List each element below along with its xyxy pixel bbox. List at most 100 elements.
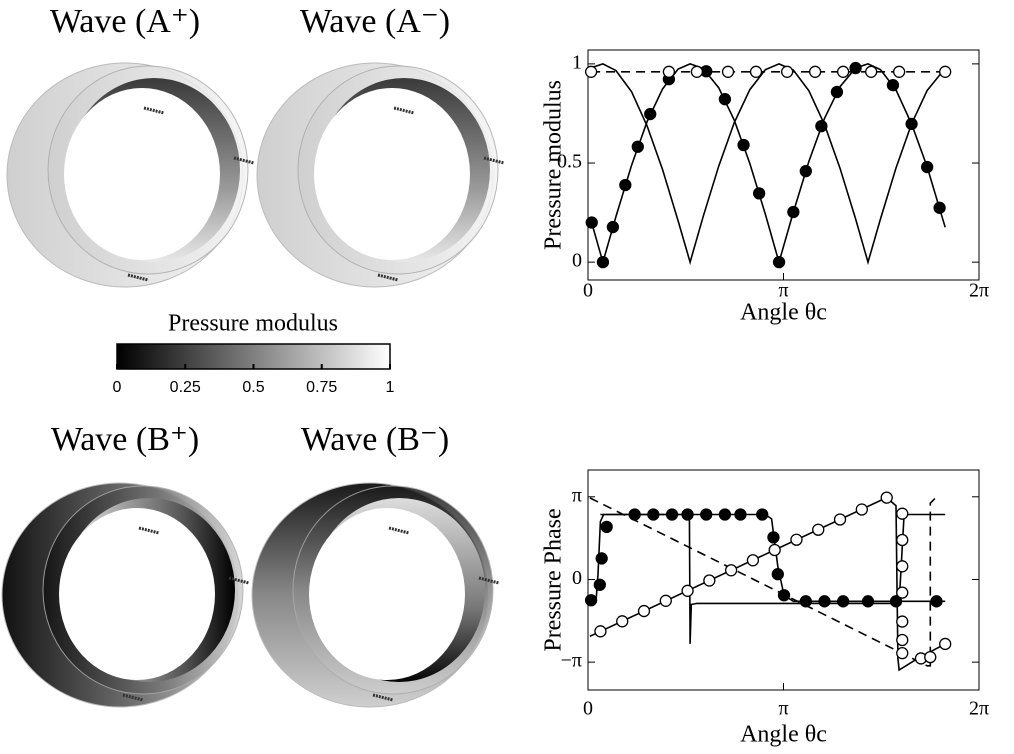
x-tick-label: 2π [969,698,989,720]
x-tick-label: 0 [583,698,593,720]
data-point [939,637,952,651]
ring [1,482,250,708]
data-point [818,595,831,608]
panel-label: Wave (A⁻) [300,3,450,40]
data-point [830,85,844,99]
data-point [880,491,893,504]
panel-label: Wave (B⁻) [301,421,449,458]
data-point [930,595,943,608]
data-point [619,178,632,192]
ring-hole [314,88,470,260]
data-point [777,589,791,602]
data-point [584,65,598,78]
data-point [767,531,780,544]
y-axis-label: Pressure Phase [541,508,567,651]
ring [256,62,505,288]
data-point [836,595,850,608]
data-point [737,138,750,152]
data-point [595,552,608,565]
colorbar-tick-label: 0.5 [242,379,264,396]
series-line [600,513,946,644]
data-point [631,140,644,153]
source [377,273,399,282]
data-point [681,584,694,597]
y-tick-label: 0 [572,250,582,272]
data-point [718,93,732,106]
data-point [861,595,875,608]
data-point [665,508,679,521]
ring-hole [309,508,465,680]
data-point [886,78,900,92]
y-axis-label: Pressure modulus [541,80,567,250]
source [122,693,144,702]
source [228,576,250,585]
data-point [606,220,620,234]
data-point [896,615,909,628]
data-point [892,65,906,78]
data-point [780,65,794,78]
series-line [589,496,938,667]
data-point [896,633,909,647]
data-point [594,625,607,638]
data-point [815,119,828,133]
data-point [896,560,909,573]
y-tick-label: 0.5 [557,151,582,173]
panel-label: Wave (A⁺) [50,3,200,40]
y-tick-label: 1 [572,51,582,73]
data-point [790,533,803,546]
ring-hole [64,88,220,260]
colorbar-title: Pressure modulus [168,311,338,337]
data-point [808,65,822,78]
data-point [644,107,657,121]
colorbar-tick-label: 0 [113,379,122,396]
data-point [924,650,937,664]
data-point [799,595,812,608]
data-point [756,508,769,521]
data-point [584,594,598,607]
x-tick-label: 0 [583,280,593,302]
data-point [700,508,713,521]
data-point [721,65,735,78]
data-point [768,543,781,557]
data-point [596,256,610,269]
data-point [933,201,946,214]
data-point [771,568,784,581]
data-point [718,508,732,521]
data-point [896,507,909,520]
data-point [746,554,760,567]
source [478,576,500,585]
data-point [849,61,862,75]
source [127,273,149,282]
x-tick-label: 2π [969,280,989,302]
colorbar-tick-label: 0.75 [306,379,337,396]
series-line [590,63,946,266]
y-tick-label: 0 [572,567,582,589]
data-point [896,647,909,660]
data-point [616,615,629,628]
data-point [905,117,918,131]
ring-hole [59,508,215,680]
data-point [734,508,747,521]
data-point [681,508,694,521]
data-point [889,595,903,608]
panel-label: Wave (B⁺) [51,421,199,458]
ring [251,482,500,708]
data-point [724,564,738,577]
data-point [799,164,812,178]
data-point [752,187,766,200]
source [372,693,394,702]
data-point [662,65,676,78]
data-point [939,65,952,78]
source [388,526,410,535]
data-point [628,508,641,521]
data-point [921,160,934,174]
y-tick-label: −π [561,650,582,672]
source [483,156,505,165]
data-point [833,513,847,526]
colorbar-tick-label: 0.25 [170,379,201,396]
source [233,156,255,165]
series-line [590,63,946,266]
data-point [585,216,598,229]
data-point [647,508,660,521]
